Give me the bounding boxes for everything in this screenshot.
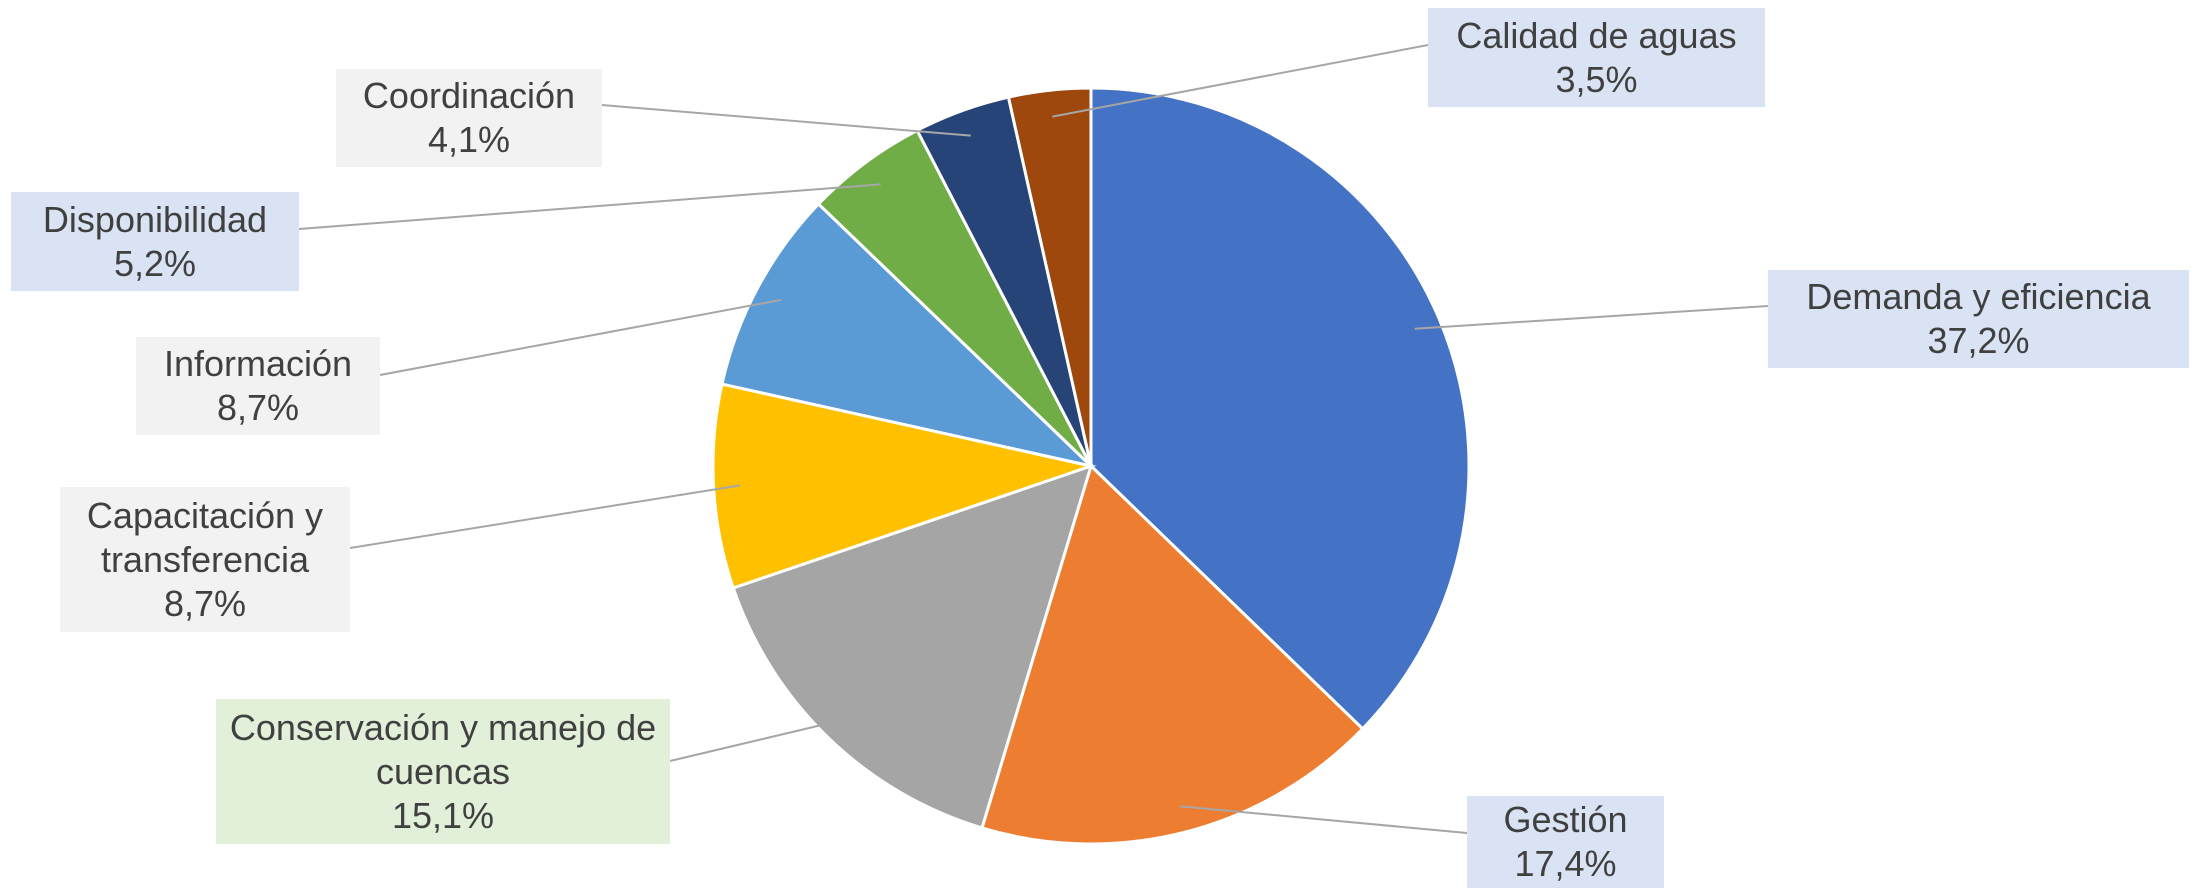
pie-slice	[980, 463, 1365, 846]
leader-line	[601, 104, 971, 137]
leader-line	[1052, 44, 1429, 118]
value-label: 4,1%	[427, 119, 511, 160]
data-label: Coordinación 4,1%	[336, 69, 602, 167]
pie-slice	[731, 463, 1094, 830]
value-label: 8,7%	[163, 582, 247, 624]
data-label: Calidad de aguas 3,5%	[1428, 8, 1765, 107]
data-label: Información 8,7%	[136, 337, 380, 435]
data-label: Capacitación y transferencia 8,7%	[60, 487, 350, 632]
category-label: Información	[163, 343, 353, 384]
category-label: Calidad de aguas	[1456, 14, 1737, 56]
value-label: 37,2%	[1927, 320, 2030, 361]
leader-line	[1414, 305, 1769, 330]
leader-line	[298, 183, 881, 230]
value-label: 17,4%	[1514, 843, 1617, 884]
leader-line	[1179, 805, 1468, 834]
category-label: Conservación y manejo de cuencas	[229, 706, 657, 792]
data-label: Conservación y manejo de cuencas 15,1%	[216, 699, 670, 844]
leader-line	[669, 718, 848, 762]
value-label: 8,7%	[216, 387, 300, 428]
leader-line	[349, 484, 741, 549]
pie-slice	[1006, 86, 1093, 467]
data-label: Gestión 17,4%	[1467, 796, 1664, 888]
category-label: Capacitación y transferencia	[86, 494, 324, 580]
category-label: Coordinación	[362, 75, 576, 116]
pie-slice	[720, 201, 1096, 469]
pie-slice	[711, 382, 1097, 590]
category-label: Disponibilidad	[42, 198, 268, 240]
pie-slice	[1089, 86, 1471, 731]
data-label: Demanda y eficiencia 37,2%	[1768, 270, 2189, 368]
data-label: Disponibilidad 5,2%	[11, 192, 299, 291]
leader-line	[379, 298, 782, 376]
category-label: Demanda y eficiencia	[1806, 276, 2151, 317]
value-label: 5,2%	[113, 242, 197, 284]
category-label: Gestión	[1503, 799, 1628, 840]
value-label: 3,5%	[1555, 58, 1638, 100]
value-label: 15,1%	[391, 794, 495, 836]
